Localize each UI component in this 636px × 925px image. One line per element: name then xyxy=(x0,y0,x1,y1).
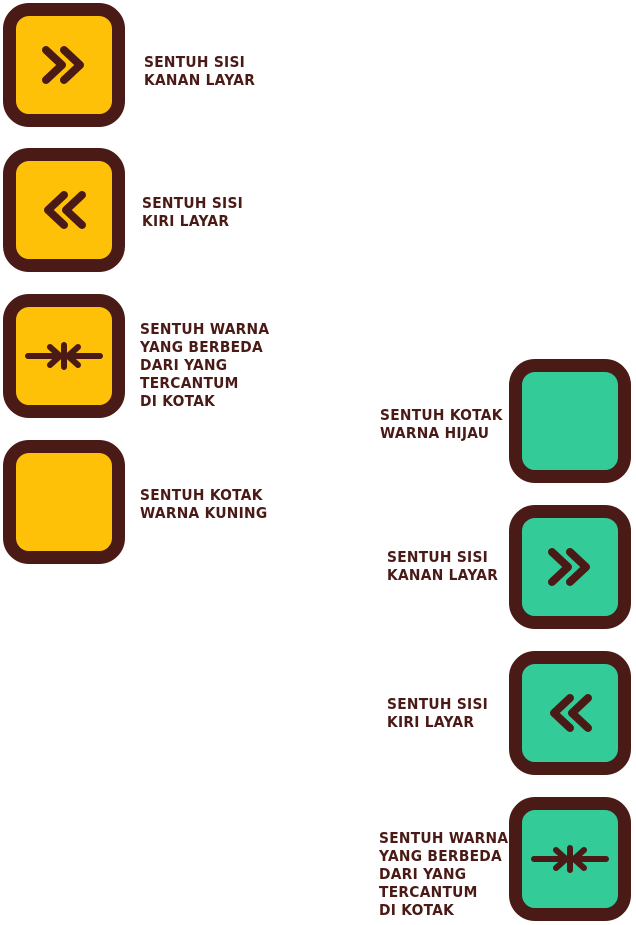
yellow-left-label: SENTUH SISI KIRI LAYAR xyxy=(142,194,244,230)
green-right-label: SENTUH SISI KANAN LAYAR xyxy=(387,548,499,584)
yellow-box-tile[interactable] xyxy=(3,440,125,564)
green-right-tile[interactable] xyxy=(509,505,631,629)
yellow-inward-tile[interactable] xyxy=(3,294,125,418)
yellow-right-label: SENTUH SISI KANAN LAYAR xyxy=(144,53,256,89)
green-left-tile[interactable] xyxy=(509,651,631,775)
double-chevron-left-icon xyxy=(550,694,592,732)
double-chevron-right-icon xyxy=(42,46,84,84)
green-box-tile[interactable] xyxy=(509,359,631,483)
green-inward-label: SENTUH WARNA YANG BERBEDA DARI YANG TERC… xyxy=(379,829,509,919)
green-box-label: SENTUH KOTAK WARNA HIJAU xyxy=(380,406,503,442)
yellow-inward-label: SENTUH WARNA YANG BERBEDA DARI YANG TERC… xyxy=(140,320,270,410)
yellow-right-tile[interactable] xyxy=(3,3,125,127)
green-left-label: SENTUH SISI KIRI LAYAR xyxy=(387,695,489,731)
double-chevron-left-icon xyxy=(44,191,86,229)
arrows-inward-icon xyxy=(531,845,609,873)
double-chevron-right-icon xyxy=(548,548,590,586)
yellow-left-tile[interactable] xyxy=(3,148,125,272)
arrows-inward-icon xyxy=(25,342,103,370)
green-inward-tile[interactable] xyxy=(509,797,631,921)
yellow-box-label: SENTUH KOTAK WARNA KUNING xyxy=(140,486,268,522)
